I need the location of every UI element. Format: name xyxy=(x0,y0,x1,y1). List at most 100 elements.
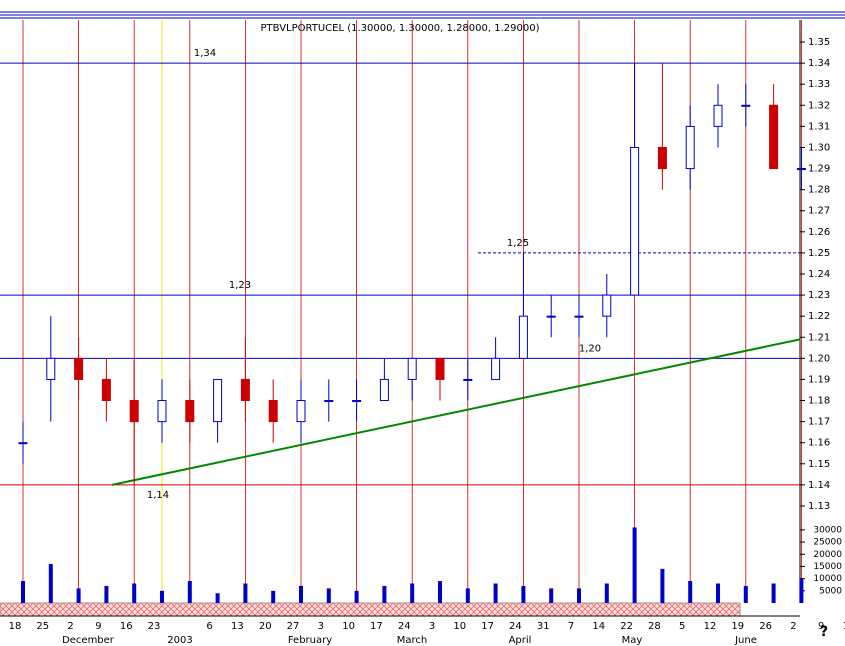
y-tick-label: 1.19 xyxy=(808,374,830,385)
x-tick-label: 6 xyxy=(206,621,212,632)
candle-body xyxy=(769,104,779,170)
x-tick-label: 18 xyxy=(9,621,22,632)
x-tick-label: 16 xyxy=(843,621,845,632)
x-tick-label: 14 xyxy=(592,621,605,632)
month-label: February xyxy=(288,635,332,646)
volume-tick-label: 25000 xyxy=(813,538,842,548)
volume-bar xyxy=(104,585,109,603)
subtitle: PTBVLPORTUCEL (1.30000, 1.30000, 1.28000… xyxy=(261,23,540,34)
volume-bar xyxy=(799,578,804,603)
volume-bar xyxy=(465,588,470,603)
x-tick-label: 24 xyxy=(398,621,411,632)
level-label: 1,23 xyxy=(229,280,251,291)
candle-body xyxy=(574,315,584,318)
candle-body xyxy=(213,378,223,423)
volume-bar xyxy=(354,590,359,603)
level-label: 1,20 xyxy=(579,343,601,354)
y-tick-label: 1.30 xyxy=(808,142,830,153)
x-tick-label: 20 xyxy=(259,621,272,632)
x-tick-label: 3 xyxy=(429,621,435,632)
candle-body xyxy=(546,315,556,318)
candle-body xyxy=(463,378,473,381)
volume-tick-label: 20000 xyxy=(813,550,842,560)
candle-body xyxy=(268,400,278,423)
candle-body xyxy=(491,357,501,380)
x-tick-label: 17 xyxy=(370,621,383,632)
y-tick-label: 1.22 xyxy=(808,311,830,322)
volume-bar xyxy=(132,583,137,603)
volume-bar xyxy=(771,583,776,603)
volume-bar xyxy=(716,583,720,603)
x-tick-label: 3 xyxy=(318,621,324,632)
x-tick-label: 17 xyxy=(481,621,494,632)
candle-body xyxy=(324,400,334,403)
x-tick-label: 22 xyxy=(620,621,633,632)
month-label: March xyxy=(397,635,427,646)
candle-body xyxy=(796,168,806,171)
x-tick-label: 28 xyxy=(648,621,661,632)
x-tick-label: 10 xyxy=(342,621,355,632)
x-tick-label: 26 xyxy=(759,621,772,632)
x-tick-label: 16 xyxy=(120,621,133,632)
x-tick-label: 5 xyxy=(679,621,685,632)
candle-body xyxy=(157,400,167,423)
candle-body xyxy=(129,400,139,423)
candle-body xyxy=(657,146,667,170)
volume-bar xyxy=(549,588,554,603)
x-tick-label: 24 xyxy=(509,621,522,632)
volume-bar xyxy=(743,585,748,603)
y-tick-label: 1.27 xyxy=(808,206,830,217)
candle-body xyxy=(630,146,640,296)
month-label: 2003 xyxy=(167,635,192,646)
x-tick-label: 27 xyxy=(287,621,300,632)
candle-body xyxy=(240,378,250,402)
x-tick-label: 7 xyxy=(568,621,574,632)
x-tick-label: 19 xyxy=(731,621,744,632)
x-tick-label: 10 xyxy=(453,621,466,632)
volume-bar xyxy=(660,568,665,603)
help-mark[interactable]: ? xyxy=(820,624,828,640)
y-tick-label: 1.18 xyxy=(808,396,830,407)
y-tick-label: 1.29 xyxy=(808,164,830,175)
x-tick-label: 2 xyxy=(790,621,796,632)
candle-body xyxy=(518,315,528,359)
month-label: April xyxy=(509,635,532,646)
candle-body xyxy=(18,442,28,445)
level-label: 1,14 xyxy=(147,490,169,501)
x-tick-label: 13 xyxy=(231,621,244,632)
candle-body xyxy=(602,294,612,317)
y-tick-label: 1.21 xyxy=(808,332,830,343)
volume-tick-label: 15000 xyxy=(813,562,842,572)
y-tick-label: 1.15 xyxy=(808,459,830,470)
volume-bar xyxy=(271,590,276,603)
x-tick-label: 25 xyxy=(36,621,49,632)
y-tick-label: 1.14 xyxy=(808,480,830,491)
volume-bar xyxy=(187,581,192,603)
candle-body xyxy=(407,357,417,380)
volume-bar xyxy=(577,588,581,603)
candle-body xyxy=(296,400,306,423)
volume-bar xyxy=(243,583,248,603)
trend-line xyxy=(111,338,801,486)
x-tick-label: 2 xyxy=(67,621,73,632)
volume-tick-label: 30000 xyxy=(813,525,842,535)
x-tick-label: 9 xyxy=(95,621,101,632)
month-label: December xyxy=(62,635,115,646)
volume-bar xyxy=(632,527,637,603)
x-tick-label: 9 xyxy=(818,621,824,632)
volume-bar xyxy=(438,581,442,603)
volume-bar xyxy=(382,585,387,603)
y-tick-label: 1.34 xyxy=(808,58,830,69)
volume-bar xyxy=(604,583,609,603)
y-tick-label: 1.20 xyxy=(808,353,830,364)
level-label: 1,34 xyxy=(194,48,216,59)
volume-bar xyxy=(688,581,693,603)
candle-body xyxy=(685,125,695,170)
volume-bar xyxy=(160,590,164,603)
volume-bar xyxy=(21,581,25,603)
y-tick-label: 1.26 xyxy=(808,227,830,238)
timeline-strip xyxy=(0,602,741,617)
candle-body xyxy=(46,357,56,380)
